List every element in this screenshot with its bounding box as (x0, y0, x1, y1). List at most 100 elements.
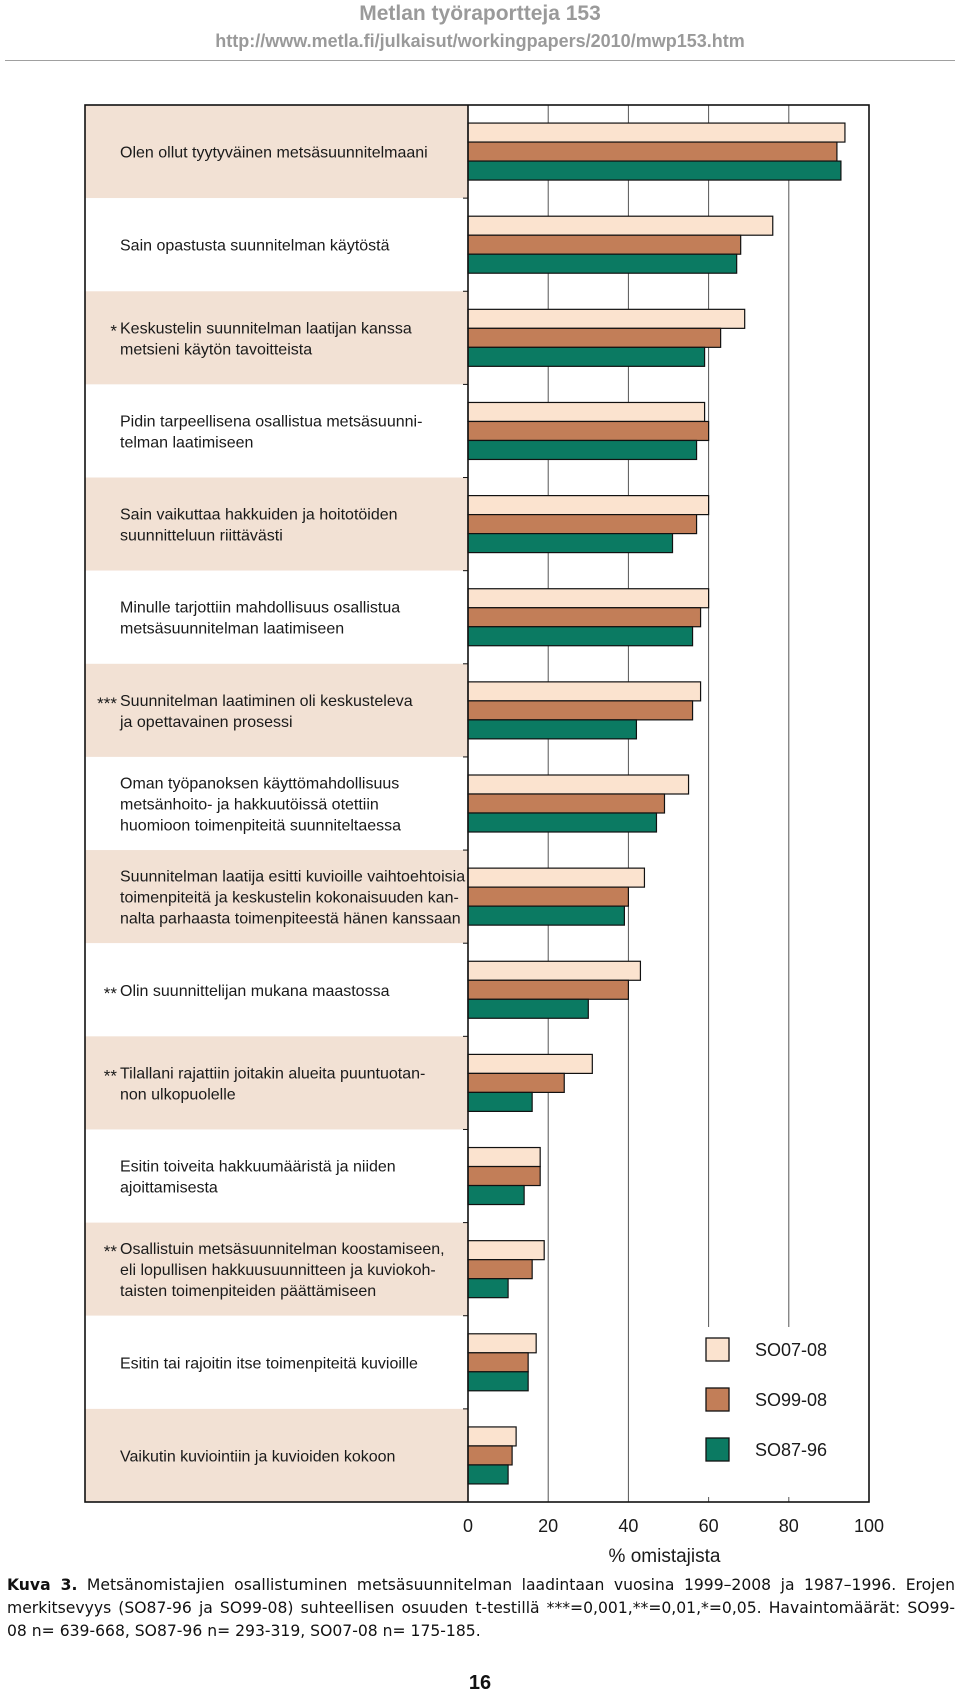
label-bands (85, 105, 468, 1502)
bar (467, 960, 642, 981)
report-series-title: Metlan työraportteja 153 (359, 2, 601, 25)
bar (467, 793, 666, 814)
legend-label: SO99-08 (755, 1390, 827, 1410)
significance-marker: * (110, 321, 117, 340)
bar (467, 1333, 537, 1354)
bar (467, 886, 629, 907)
bar (467, 774, 690, 795)
bar (467, 1278, 509, 1299)
x-tick-label: 20 (538, 1516, 558, 1536)
header-divider (5, 60, 955, 61)
label-band (85, 105, 468, 199)
category-label: Sain opastusta suunnitelman käytöstä (120, 238, 390, 255)
label-band (85, 850, 468, 944)
bar (467, 253, 738, 274)
bar (467, 1445, 513, 1466)
category-label-line: Olen ollut tyytyväinen metsäsuunnitelmaa… (120, 145, 428, 162)
outer-frame (84, 104, 870, 1503)
x-axis: 0 20 40 60 80 100 % omistajista (463, 1516, 884, 1567)
bar (467, 1426, 517, 1447)
bar (467, 979, 629, 1000)
bar (467, 1464, 509, 1485)
x-axis-title: % omistajista (609, 1546, 721, 1567)
legend: SO07-08 SO99-08 SO87-96 (695, 1327, 865, 1497)
label-band (85, 198, 468, 292)
label-band (85, 477, 468, 571)
bar (467, 495, 710, 516)
significance-marker: ** (104, 1242, 118, 1261)
bar (467, 513, 698, 535)
bar (467, 607, 702, 628)
significance-marker: *** (97, 694, 117, 713)
figure-caption: Kuva 3. Metsänomistajien osallistuminen … (7, 1574, 955, 1643)
label-band (85, 943, 468, 1037)
bar (467, 1091, 533, 1113)
bar (467, 439, 698, 461)
category-label-line: Esitin tai rajoitin itse toimenpiteitä k… (120, 1355, 418, 1372)
plot-frame (84, 104, 870, 1503)
category-label: Keskustelin suunnitelman laatijan kanssa… (110, 320, 411, 358)
category-label-line: nalta parhaasta toimenpiteestä hänen kan… (120, 911, 461, 928)
bar (467, 719, 638, 740)
category-labels: Olen ollut tyytyväinen metsäsuunnitelmaa… (97, 145, 465, 1466)
report-url: http://www.metla.fi/julkaisut/workingpap… (215, 31, 745, 51)
category-label: Minulle tarjottiin mahdollisuus osallist… (120, 600, 400, 638)
bars (467, 122, 846, 1485)
bar (467, 998, 589, 1019)
bar (467, 812, 658, 833)
category-label-line: metsänhoito- ja hakkuutöissä otettiin (120, 797, 379, 814)
bar (467, 1072, 565, 1094)
category-label-line: Minulle tarjottiin mahdollisuus osallist… (120, 600, 400, 617)
bar (467, 327, 722, 348)
category-label: Pidin tarpeellisena osallistua metsäsuun… (120, 413, 422, 451)
category-label-line: Osallistuin metsäsuunnitelman koostamise… (120, 1241, 445, 1258)
legend-label: SO07-08 (755, 1340, 827, 1360)
category-label: Esitin tai rajoitin itse toimenpiteitä k… (120, 1355, 418, 1372)
category-label-line: Suunnitelman laatija esitti kuvioille va… (120, 869, 465, 886)
category-label-line: telman laatimiseen (120, 434, 253, 451)
legend-swatch (705, 1337, 730, 1362)
category-label-line: huomioon toimenpiteitä suunniteltaessa (120, 818, 401, 835)
legend-swatch (705, 1387, 730, 1412)
bar (467, 532, 674, 554)
x-tick-label: 40 (618, 1516, 638, 1536)
page-number: 16 (468, 1672, 492, 1694)
bar (467, 905, 625, 926)
category-label-line: metsieni käytön tavoitteista (120, 341, 312, 358)
category-label: Oman työpanoksen käyttömahdollisuus metsä… (120, 776, 401, 835)
label-band (85, 1408, 468, 1502)
category-label: Vaikutin kuviointiin ja kuvioiden kokoon (120, 1448, 395, 1465)
legend-label: SO87-96 (755, 1440, 827, 1460)
significance-marker: ** (104, 984, 118, 1003)
label-band (85, 291, 468, 385)
category-label-line: metsäsuunnitelman laatimiseen (120, 621, 344, 638)
category-label: Suunnitelman laatiminen oli keskusteleva… (97, 693, 413, 731)
label-band (85, 384, 468, 478)
category-label: Suunnitelman laatija esitti kuvioille va… (120, 869, 465, 928)
bar (467, 1352, 529, 1373)
category-label: Olin suunnittelijan mukana maastossa** (104, 983, 390, 1003)
bar (467, 141, 838, 162)
label-band (85, 1036, 468, 1130)
x-tick-label: 80 (779, 1516, 799, 1536)
label-band (85, 663, 468, 757)
category-label-line: toimenpiteitä ja keskustelin kokonaisuud… (120, 890, 459, 907)
bar (467, 308, 746, 329)
bar (467, 681, 702, 702)
bar (467, 1259, 533, 1280)
bar (467, 234, 742, 255)
bar (467, 401, 706, 423)
category-label: Sain vaikuttaa hakkuiden ja hoitotöiden s… (120, 507, 398, 545)
category-label: Esitin toiveita hakkuumääristä ja niiden… (120, 1159, 396, 1197)
label-band (85, 1315, 468, 1409)
x-tick-label: 0 (463, 1516, 473, 1536)
label-band (85, 1222, 468, 1316)
label-band (85, 570, 468, 664)
bar (467, 626, 694, 647)
bar (467, 700, 694, 721)
bar (467, 1053, 593, 1075)
category-label-line: Tilallani rajattiin joitakin alueita puu… (120, 1065, 425, 1082)
category-label: Olen ollut tyytyväinen metsäsuunnitelmaa… (120, 145, 428, 162)
category-label-line: Esitin toiveita hakkuumääristä ja niiden (120, 1159, 396, 1176)
category-label-line: Pidin tarpeellisena osallistua metsäsuun… (120, 413, 422, 430)
